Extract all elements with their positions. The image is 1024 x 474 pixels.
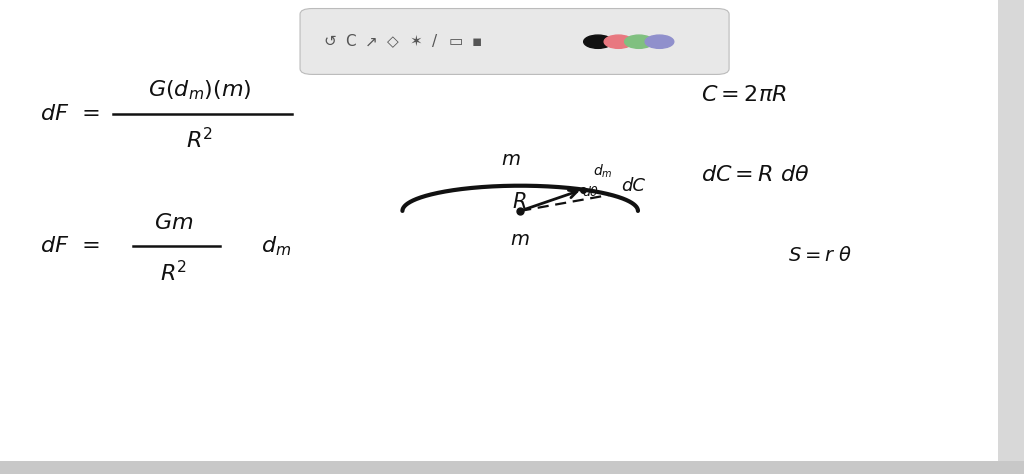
FancyBboxPatch shape [300,9,729,74]
Circle shape [625,35,653,48]
Text: ↺: ↺ [324,34,336,49]
Text: ▪: ▪ [472,34,482,49]
Text: $G(d_m)(m)$: $G(d_m)(m)$ [147,78,252,102]
Text: ↗: ↗ [365,34,377,49]
Circle shape [604,35,633,48]
Text: dF  =: dF = [41,237,100,256]
Text: $d\theta$: $d\theta$ [582,185,599,200]
Bar [998,0,1024,461]
Bar [0,461,1024,474]
Text: $dC = R\ d\theta$: $dC = R\ d\theta$ [701,165,810,185]
Text: ✶: ✶ [410,34,422,49]
Text: /: / [431,34,437,49]
Text: C: C [345,34,355,49]
Text: dF  =: dF = [41,104,100,124]
Text: m: m [511,230,529,249]
Text: R: R [512,192,526,212]
Text: $d_m$: $d_m$ [261,235,291,258]
Text: $R^2$: $R^2$ [161,260,187,285]
Text: ▭: ▭ [449,34,463,49]
Text: $d_m$: $d_m$ [593,163,612,180]
Circle shape [645,35,674,48]
Text: $S = r\ \theta$: $S = r\ \theta$ [788,246,853,265]
Text: $R^2$: $R^2$ [186,127,213,153]
Circle shape [584,35,612,48]
Text: $Gm$: $Gm$ [155,213,194,233]
Text: ◇: ◇ [387,34,399,49]
Text: dC: dC [622,177,645,195]
Text: $C = 2\pi R$: $C = 2\pi R$ [701,85,787,105]
Text: m: m [502,150,520,169]
